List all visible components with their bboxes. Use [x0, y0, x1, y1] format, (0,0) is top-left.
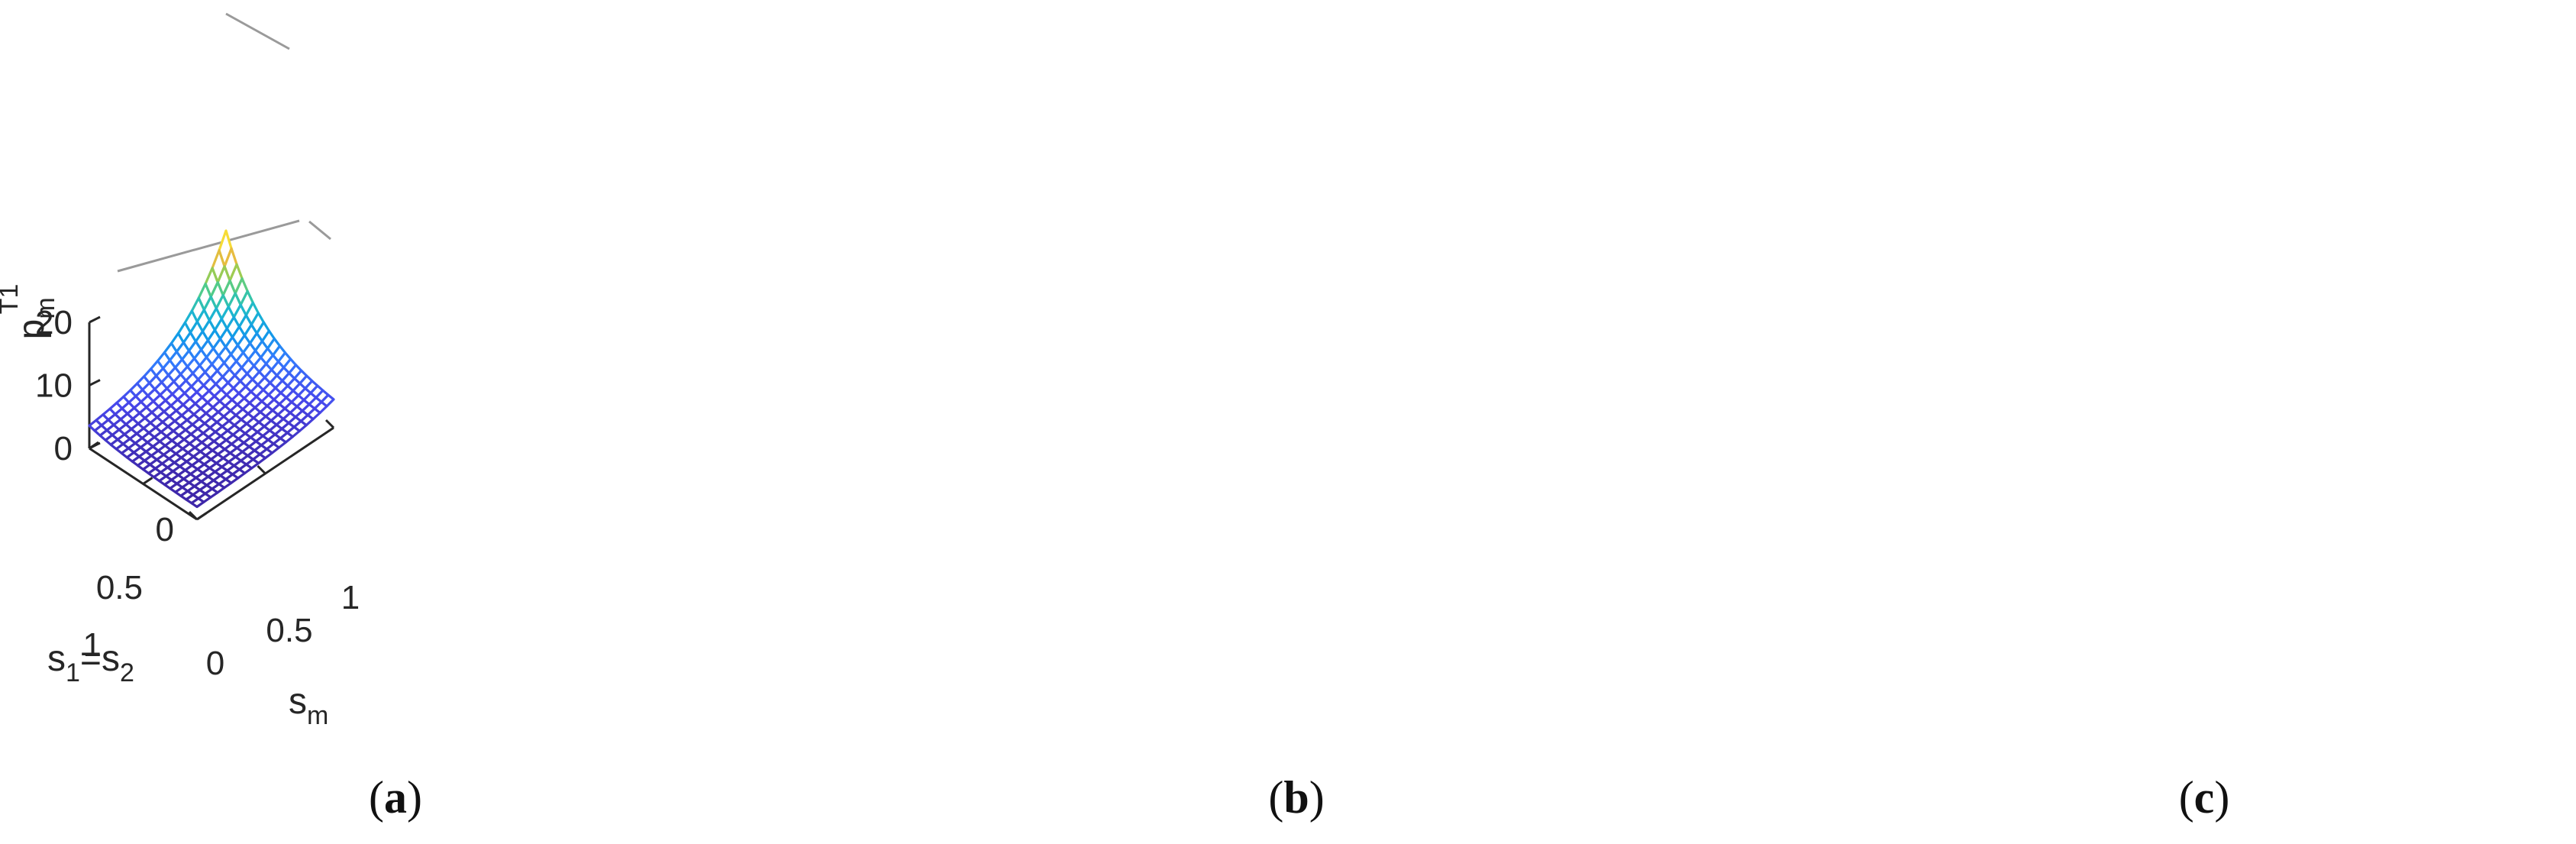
y-tick-mark — [142, 477, 153, 485]
z-axis-label: pmT1 — [0, 284, 60, 340]
x-tick-label: 0 — [206, 645, 224, 682]
x-tick-mark — [324, 419, 335, 429]
surface-plot-a: 0 10 20 0 0.5 1 1 0.5 0 pmT1 sm s1=s2 — [0, 12, 360, 730]
y-tick-mark — [89, 441, 99, 450]
y-axis-label: s1=s2 — [47, 639, 134, 687]
x-tick-mark — [257, 464, 266, 475]
panel-a: 0 10 20 0 0.5 1 1 0.5 0 pmT1 sm s1=s2 (a) — [0, 0, 858, 844]
axes-box-line — [308, 220, 331, 241]
z-tick-label: 20 — [35, 304, 73, 341]
x-tick-label: 1 — [341, 579, 360, 616]
y-tick-label: 1 — [83, 626, 102, 664]
surface-mesh — [88, 229, 335, 509]
caption-b: (b) — [1268, 772, 1325, 823]
x-tick-label: 0.5 — [266, 612, 312, 649]
caption-a: (a) — [369, 772, 422, 823]
surface-cell — [190, 496, 205, 509]
z-tick-mark — [89, 315, 101, 324]
y-tick-label: 0 — [156, 511, 174, 548]
axes-box-line — [225, 12, 290, 50]
y-tick-label: 0.5 — [96, 569, 143, 606]
y-tick-mark — [196, 512, 207, 521]
z-tick-label: 10 — [35, 367, 73, 405]
x-tick-mark — [188, 510, 199, 521]
z-tick-label: 0 — [54, 430, 73, 467]
x-axis-label: sm — [289, 681, 328, 730]
svg-text:pmT1: pmT1 — [0, 284, 60, 340]
z-tick-mark — [89, 379, 101, 386]
axes-box-line — [117, 219, 300, 273]
caption-c: (c) — [2178, 772, 2230, 823]
